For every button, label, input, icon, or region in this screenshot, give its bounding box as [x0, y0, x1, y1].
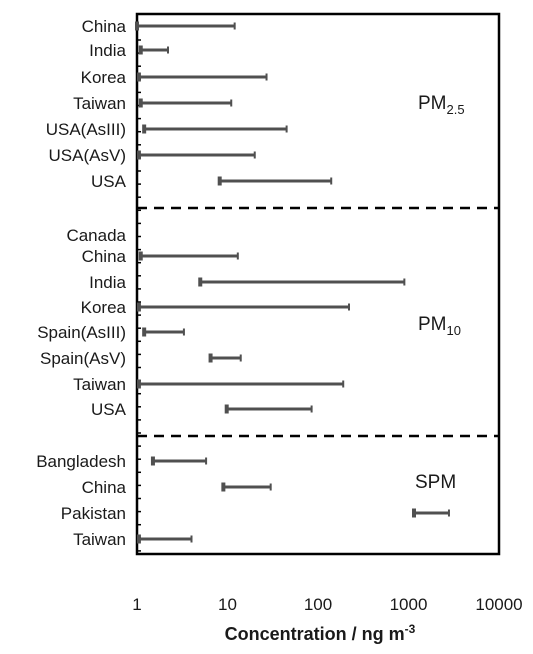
x-axis-label: Concentration / ng m-3	[225, 622, 416, 644]
category-label: Canada	[66, 226, 126, 245]
category-label: India	[89, 273, 126, 292]
category-label: Taiwan	[73, 94, 126, 113]
category-label: Taiwan	[73, 530, 126, 549]
category-label: India	[89, 41, 126, 60]
x-tick-label: 1000	[390, 595, 428, 614]
category-label: Spain(AsIII)	[37, 323, 126, 342]
x-tick-label: 1	[132, 595, 141, 614]
category-label: Korea	[81, 68, 127, 87]
group-label: SPM	[415, 472, 456, 493]
range-bars	[135, 21, 450, 544]
category-label: USA	[91, 400, 127, 419]
group-label-subscript: 10	[447, 323, 461, 338]
x-tick-labels: 1 10 100 1000 10000	[132, 595, 522, 614]
group-dividers	[137, 206, 499, 438]
group-label: PM10	[418, 314, 461, 338]
group-labels: PM2.5 PM10 SPM	[415, 93, 465, 493]
category-label: USA(AsIII)	[46, 120, 126, 139]
category-label: Spain(AsV)	[40, 349, 126, 368]
group-label: PM2.5	[418, 93, 465, 117]
category-label: China	[82, 17, 127, 36]
category-label: Pakistan	[61, 504, 126, 523]
x-tick-label: 10000	[475, 595, 522, 614]
x-axis-label-superscript: -3	[405, 622, 416, 636]
plot-frame	[135, 12, 501, 556]
category-label: Korea	[81, 298, 127, 317]
category-labels: China India Korea Taiwan USA(AsIII) USA(AsV) U…	[36, 17, 126, 549]
group-label-subscript: 2.5	[447, 102, 465, 117]
category-label: USA(AsV)	[49, 146, 126, 165]
x-tick-label: 100	[304, 595, 332, 614]
category-label: USA	[91, 172, 127, 191]
category-label: China	[82, 247, 127, 266]
category-label: Bangladesh	[36, 452, 126, 471]
x-tick-label: 10	[218, 595, 237, 614]
category-label: China	[82, 478, 127, 497]
category-label: Taiwan	[73, 375, 126, 394]
